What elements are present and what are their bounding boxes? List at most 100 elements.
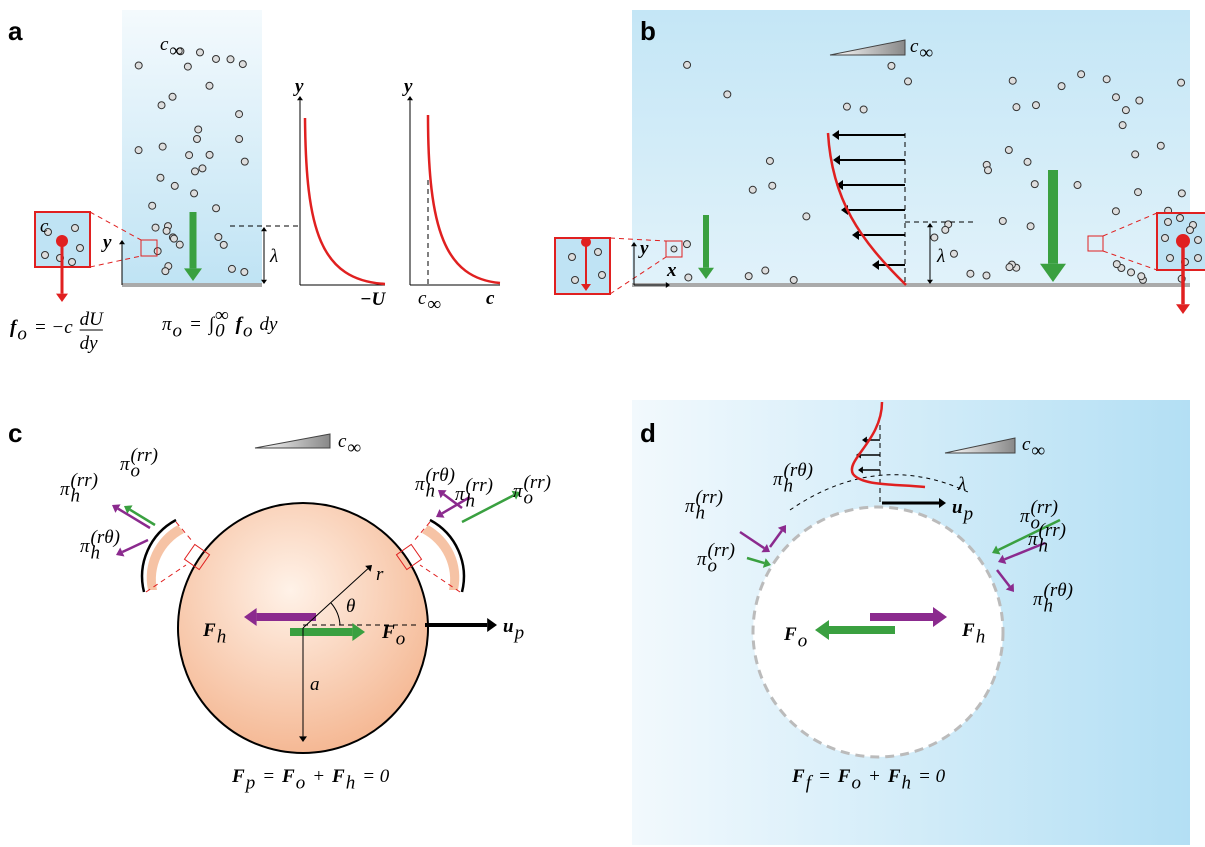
velocity-label: u <box>952 497 963 518</box>
particle <box>159 143 166 150</box>
particle <box>196 49 203 56</box>
particle <box>1135 189 1142 196</box>
stress-arrow <box>122 540 148 552</box>
particle <box>860 106 867 113</box>
stress-label-sup: (rr) <box>131 445 158 466</box>
particle <box>985 167 992 174</box>
surface-patch <box>147 525 184 590</box>
particle <box>241 269 248 276</box>
force-balance: + <box>868 766 881 787</box>
force-balance: F <box>231 766 245 787</box>
particle <box>1103 76 1110 83</box>
particle <box>1024 158 1031 165</box>
velocity-label: u <box>503 616 514 637</box>
concentration-label-sub: ∞ <box>919 42 933 63</box>
particle <box>1128 269 1135 276</box>
particle <box>163 227 170 234</box>
force-label-sub: o <box>396 629 406 650</box>
particle <box>983 272 990 279</box>
force-balance-sub: o <box>851 772 861 793</box>
particle <box>239 61 246 68</box>
particle <box>195 126 202 133</box>
force-balance: = <box>262 766 275 787</box>
pressure-equation-sub: o <box>173 320 183 341</box>
concentration-label-sub: ∞ <box>169 40 183 61</box>
particle <box>1187 227 1194 234</box>
particle <box>1013 104 1020 111</box>
particle <box>595 249 602 256</box>
particle <box>1005 147 1012 154</box>
force-label: F <box>783 624 797 645</box>
stress-label: π <box>1028 529 1038 550</box>
pressure-equation: = <box>189 314 202 335</box>
particle <box>685 274 692 281</box>
panel-label: a <box>8 16 23 46</box>
particle <box>135 147 142 154</box>
particle <box>803 213 810 220</box>
particle <box>1157 142 1164 149</box>
particle <box>1112 94 1119 101</box>
force-balance: F <box>791 766 805 787</box>
force-balance: = 0 <box>362 766 390 787</box>
figure: ac∞cyλy−Uyc∞cfo= −cdUdyπo=∫0∞fodybc∞λyxc… <box>0 0 1205 847</box>
particle <box>135 62 142 69</box>
stress-label: π <box>1033 589 1043 610</box>
stress-label-sup: (rr) <box>71 470 98 491</box>
particle <box>942 226 949 233</box>
force-label-sub: o <box>798 631 808 652</box>
stress-label-sup: (rθ) <box>426 465 455 486</box>
particle <box>1136 97 1143 104</box>
pressure-equation: dy <box>259 314 278 335</box>
particle <box>1009 77 1016 84</box>
axis-label: x <box>666 260 677 281</box>
axis-label: c <box>486 288 495 309</box>
concentration-label: c <box>1022 434 1031 455</box>
particle <box>1006 264 1013 271</box>
force-balance: F <box>281 766 295 787</box>
particle <box>1074 182 1081 189</box>
panel-label: b <box>640 16 656 46</box>
force-label-sub: h <box>217 627 227 648</box>
panel-label: d <box>640 418 656 448</box>
particle <box>1119 122 1126 129</box>
particle <box>1078 71 1085 78</box>
particle <box>169 93 176 100</box>
particle <box>72 225 79 232</box>
particle <box>227 56 234 63</box>
force-label: F <box>202 620 216 641</box>
force-arrow-head <box>56 294 68 302</box>
stress-label-sup: (rr) <box>708 540 735 561</box>
gradient-wedge <box>255 434 330 448</box>
force-balance: F <box>887 766 901 787</box>
potential-curve <box>305 118 385 284</box>
force-balance-sub: h <box>346 772 356 793</box>
particle <box>193 136 200 143</box>
particle <box>1177 215 1184 222</box>
force-balance-sub: h <box>902 772 912 793</box>
force-balance-sub: p <box>244 772 256 793</box>
particle <box>149 202 156 209</box>
concentration-label: c <box>910 36 919 57</box>
lambda-label: λ <box>269 246 278 267</box>
particle <box>199 165 206 172</box>
force-equation: dU <box>80 309 105 330</box>
particle <box>220 241 227 248</box>
force-balance-sub: o <box>296 772 306 793</box>
particle <box>967 270 974 277</box>
particle <box>1058 83 1065 90</box>
r-label: r <box>376 564 384 585</box>
lambda-label: λ <box>957 474 966 495</box>
velocity-label-sub: p <box>962 504 974 525</box>
particle <box>1178 190 1185 197</box>
particle <box>905 78 912 85</box>
particle <box>599 272 606 279</box>
particle <box>215 233 222 240</box>
axis-label: y <box>101 232 112 253</box>
particle <box>170 235 177 242</box>
concentration-label: c <box>160 34 169 55</box>
particle <box>769 182 776 189</box>
panel-label: c <box>8 418 22 448</box>
surface-patch <box>422 525 459 590</box>
particle <box>749 186 756 193</box>
particle <box>684 61 691 68</box>
